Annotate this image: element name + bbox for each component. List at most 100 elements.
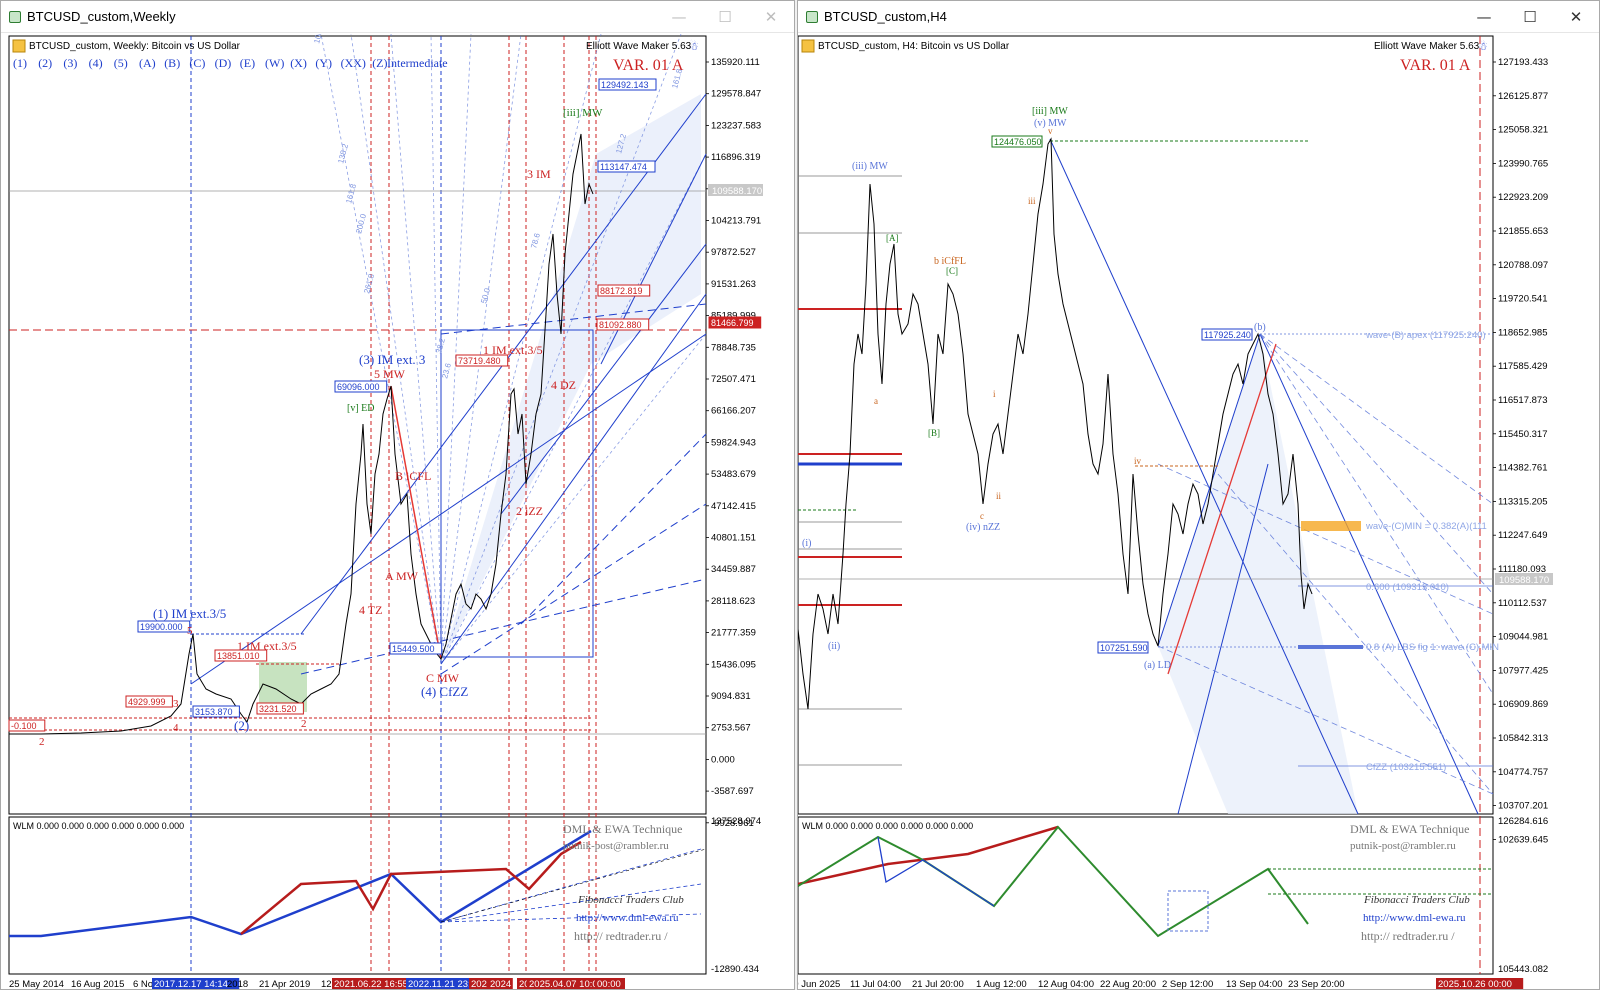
wave-5mw-label: 5 MW	[374, 367, 406, 381]
price-tag: 3153.870	[195, 707, 233, 717]
minimize-button[interactable]: —	[1476, 7, 1492, 26]
minimize-button[interactable]: —	[671, 7, 687, 26]
price-scale-label: 91531.263	[711, 279, 756, 290]
price-scale-label: 104213.791	[711, 216, 761, 227]
degree-label[interactable]: Intermediate	[387, 56, 448, 70]
time-label: 21 Jul 20:00	[912, 979, 964, 990]
price-scale-label: 40801.151	[711, 533, 756, 544]
chart-menu-icon[interactable]	[801, 39, 815, 53]
osc-fan	[440, 848, 702, 923]
fib-label: 23.6	[440, 362, 453, 380]
wave-button-8[interactable]: (D)	[215, 56, 232, 70]
osc-red-line	[798, 825, 1059, 886]
price-scale-label: 28118.623	[711, 596, 755, 607]
watermark-site2[interactable]: http:// redtrader.ru /	[574, 929, 668, 943]
fib-label: 78.6	[529, 232, 542, 250]
wave-button-14[interactable]: (Z)	[372, 56, 387, 70]
time-label: 2017.12.17 14:14	[154, 979, 228, 990]
wave-button-9[interactable]: (E)	[240, 56, 255, 70]
weekly-chart-svg[interactable]: BTCUSD_custom, Weekly: Bitcoin vs US Dol…	[1, 22, 795, 990]
close-button[interactable]: ✕	[1569, 7, 1583, 26]
price-tag-peak: 124476.050	[994, 137, 1042, 147]
main-plot-frame	[8, 35, 707, 815]
current-price-box	[708, 184, 763, 196]
price-scale-label: 9094.831	[711, 691, 751, 702]
wave-button-13[interactable]: (XX)	[341, 56, 366, 70]
price-tag: 81092.880	[599, 320, 642, 330]
wave-c-line	[390, 385, 442, 660]
wave-button-10[interactable]: (W)	[265, 56, 284, 70]
weekly-chart-area[interactable]: BTCUSD_custom, Weekly: Bitcoin vs US Dol…	[1, 22, 795, 990]
wave-i1b-label: 1 IM ext.3/5	[483, 343, 543, 357]
time-label: 12 Aug 04:00	[1038, 979, 1094, 990]
osc-scale-bottom: -12890.434	[711, 964, 759, 975]
price-tag-box	[334, 380, 388, 393]
price-scale-label: 66166.207	[711, 406, 756, 417]
wave-button-0[interactable]: (1)	[13, 56, 27, 70]
current-price: 109588.170	[712, 186, 762, 197]
wave-1-label: (1) IM ext.3/5	[153, 606, 226, 621]
wave-iii-mw2-label: [iii] MW	[1032, 106, 1068, 117]
time-marker-box	[406, 978, 488, 989]
wave-small-iv-label: iv	[1134, 456, 1142, 466]
time-marker-box	[1436, 978, 1524, 989]
wave-small-a-label: a	[874, 396, 878, 406]
h4-chart-area[interactable]: BTCUSD_custom, H4: Bitcoin vs US Dollar …	[798, 34, 1599, 989]
wave-button-1[interactable]: (2)	[38, 56, 52, 70]
time-label: 13 Sep 04:00	[1226, 979, 1283, 990]
wave-button-3[interactable]: (4)	[89, 56, 103, 70]
price-scale-label: 109044.981	[1498, 632, 1548, 643]
price-scale-label: 119720.541	[1498, 294, 1548, 305]
h4-window-titlebar[interactable]: BTCUSD_custom,H4 — ☐ ✕	[798, 1, 1599, 33]
price-scale-label: 126125.877	[1498, 91, 1548, 102]
price-tag-box	[598, 78, 657, 91]
price-scale-label: 127193.433	[1498, 57, 1548, 68]
h4-chart-svg[interactable]: BTCUSD_custom, H4: Bitcoin vs US Dollar …	[798, 34, 1600, 990]
watermark-email: putnik-post@rambler.ru	[1350, 840, 1456, 852]
price-tag: 88172.819	[600, 286, 643, 296]
wave-button-11[interactable]: (X)	[290, 56, 307, 70]
price-scale: 127193.433 126125.877 125058.321 123990.765…	[1493, 57, 1548, 845]
time-marker-box	[469, 978, 489, 989]
price-tag-box	[597, 160, 656, 173]
h4-price-series	[798, 137, 1313, 710]
annotation-cmin: wave-(C)MIN = 0.382(A)(111	[1365, 521, 1487, 532]
time-label: 22 Aug 20:00	[1100, 979, 1156, 990]
wave-button-7[interactable]: (C)	[189, 56, 205, 70]
wave-button-4[interactable]: (5)	[114, 56, 128, 70]
price-tag-box	[389, 642, 443, 655]
wave-small-v-label: v	[1048, 126, 1053, 136]
profile-icon[interactable]: ☃	[689, 39, 699, 53]
price-scale: 135920.111 129578.847 123237.583 116896.319…	[706, 57, 761, 829]
watermark-site1[interactable]: http://www.dml-ewa.ru	[1363, 912, 1466, 924]
price-tag-box	[455, 354, 509, 367]
chart-menu-icon[interactable]	[12, 39, 26, 53]
watermark-site2[interactable]: http:// redtrader.ru /	[1361, 929, 1455, 943]
maximize-button[interactable]: ☐	[718, 7, 732, 26]
wave-iii-mw-label: [iii] MW	[563, 107, 603, 119]
time-axis: 30 Jun 2025 11 Jul 04:00 21 Jul 20:00 1 Aug…	[798, 978, 1524, 990]
wave-button-12[interactable]: (Y)	[315, 56, 332, 70]
osc-blue-line	[877, 836, 995, 907]
wave-button-6[interactable]: (B)	[164, 56, 180, 70]
close-button[interactable]: ✕	[764, 7, 778, 26]
time-label: 2025.10.26 00:00	[1438, 979, 1512, 990]
weekly-chart-window[interactable]: BTCUSD_custom,Weekly — ☐ ✕	[0, 0, 795, 990]
time-label: 21 Apr 2019	[259, 979, 310, 990]
wave-button-5[interactable]: (A)	[139, 56, 156, 70]
weekly-window-titlebar[interactable]: BTCUSD_custom,Weekly — ☐ ✕	[1, 1, 794, 33]
wave-r4-label: 4	[173, 722, 179, 734]
wave-amw-label: A MW	[385, 569, 419, 583]
maximize-button[interactable]: ☐	[1523, 7, 1537, 26]
annotation-fib600: 0.600 (109313.010)	[1366, 582, 1449, 593]
wave-button-2[interactable]: (3)	[63, 56, 77, 70]
annotation-cfzz: CfZZ (103215.551)	[1366, 762, 1446, 773]
price-scale-label: 129578.847	[711, 89, 761, 100]
h4-chart-window[interactable]: BTCUSD_custom,H4 — ☐ ✕	[797, 0, 1600, 990]
profile-icon[interactable]: ☃	[1478, 39, 1488, 53]
watermark-site1[interactable]: http://www.dml-ewa.ru	[576, 912, 679, 924]
price-tag: 13851.010	[217, 651, 260, 661]
price-tag: 3231.520	[259, 704, 297, 714]
price-scale-label: 116896.319	[711, 152, 761, 163]
price-tag-peak-box	[991, 135, 1043, 148]
